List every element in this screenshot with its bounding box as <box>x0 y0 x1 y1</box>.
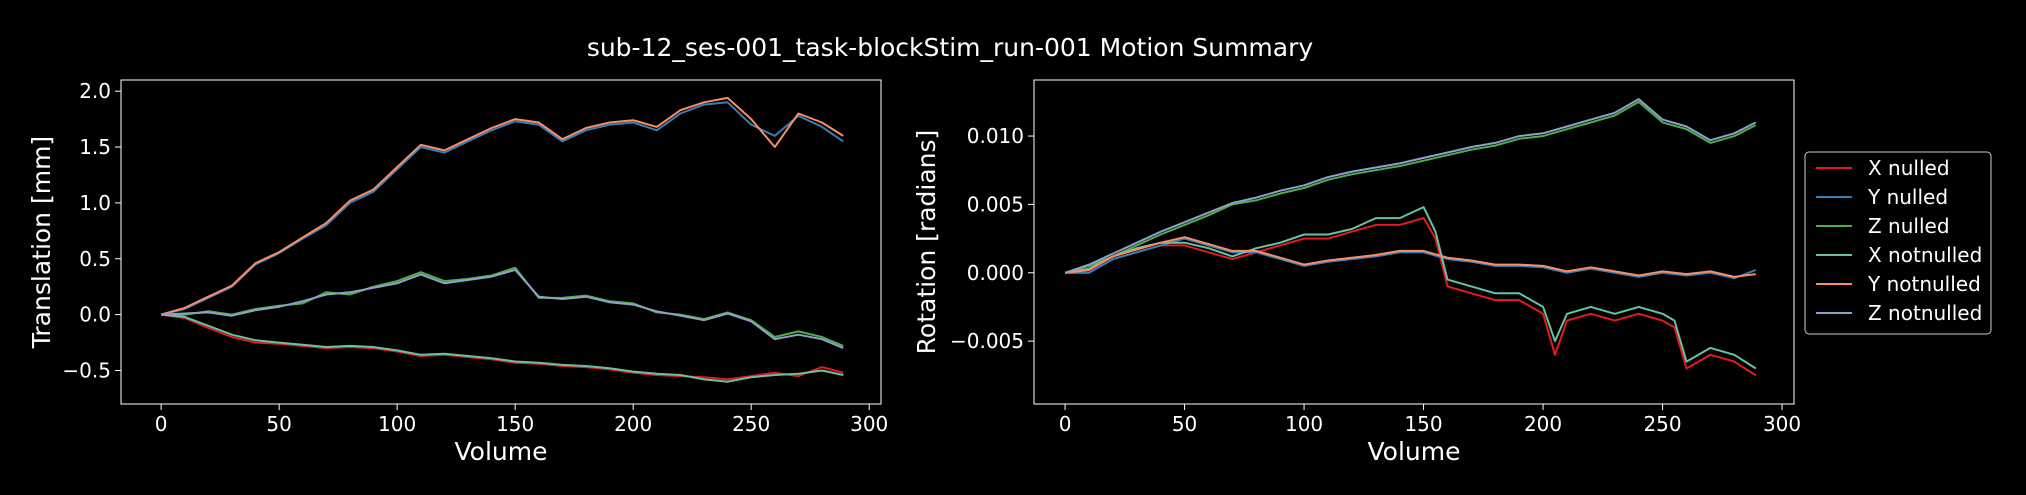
legend-label: Z nulled <box>1868 214 1950 238</box>
legend-label: Y notnulled <box>1867 272 1981 296</box>
translation-panel: 0 50 100 150 200 250 300 −0.5 0.0 0.5 1.0 1.5 2.0 Vo… <box>27 79 888 466</box>
rotation-series-x-notnulled <box>1064 206 1757 370</box>
rotation-y-tick-label: 0.005 <box>967 192 1024 216</box>
translation-x-tick-label: 150 <box>496 412 534 436</box>
legend: X nulled Y nulled Z nulled X notnulled Y not… <box>1804 151 1992 335</box>
legend-label: Y nulled <box>1867 185 1948 209</box>
rotation-series-y-nulled <box>1065 237 1757 280</box>
rotation-y-axis-label: Rotation [radians] <box>912 130 941 355</box>
translation-y-tick-label: 2.0 <box>79 79 111 103</box>
legend-label: Z notnulled <box>1868 301 1982 325</box>
rotation-x-tick-label: 100 <box>1285 412 1323 436</box>
rotation-ticks: 0 50 100 150 200 250 300 −0.005 0.000 0.005 0.010 <box>950 124 1801 436</box>
rotation-x-tick-label: 150 <box>1404 412 1442 436</box>
translation-y-tick-label: 0.0 <box>79 303 111 327</box>
translation-x-tick-label: 0 <box>155 412 168 436</box>
translation-y-tick-label: 1.5 <box>79 135 111 159</box>
translation-y-tick-label: 1.0 <box>79 191 111 215</box>
translation-x-tick-label: 100 <box>378 412 416 436</box>
translation-x-tick-label: 200 <box>614 412 652 436</box>
rotation-y-tick-label: −0.005 <box>950 329 1024 353</box>
rotation-y-tick-label: 0.000 <box>967 261 1024 285</box>
translation-y-tick-label: 0.5 <box>79 247 111 271</box>
rotation-series-lines <box>1064 98 1757 377</box>
translation-y-tick-label: −0.5 <box>62 358 111 382</box>
translation-x-tick-label: 250 <box>732 412 770 436</box>
translation-x-tick-label: 300 <box>850 412 888 436</box>
translation-series-z-notnulled <box>161 268 844 350</box>
rotation-axes-frame <box>1033 79 1795 405</box>
rotation-y-tick-label: 0.010 <box>967 124 1024 148</box>
rotation-panel: 0 50 100 150 200 250 300−0.0050.0000.0050.010 … <box>912 79 1801 466</box>
rotation-series-y-notnulled <box>1064 236 1756 278</box>
translation-axes-frame <box>120 79 882 405</box>
rotation-series-z-notnulled <box>1064 98 1757 274</box>
translation-series-lines <box>160 96 844 383</box>
rotation-series-z-nulled <box>1064 100 1757 274</box>
rotation-x-tick-label: 0 <box>1059 412 1072 436</box>
translation-series-y-notnulled <box>160 96 844 316</box>
translation-x-tick-label: 50 <box>266 412 291 436</box>
translation-series-x-nulled <box>160 313 844 381</box>
translation-series-y-nulled <box>160 101 844 316</box>
legend-label: X nulled <box>1868 156 1950 180</box>
translation-series-z-nulled <box>161 266 844 347</box>
figure-title: sub-12_ses-001_task-blockStim_run-001 Mo… <box>587 33 1314 62</box>
translation-y-axis-label: Translation [mm] <box>27 136 56 349</box>
rotation-x-tick-label: 200 <box>1524 412 1562 436</box>
rotation-x-tick-label: 300 <box>1763 412 1801 436</box>
rotation-x-tick-label: 50 <box>1172 412 1197 436</box>
legend-label: X notnulled <box>1868 243 1982 267</box>
rotation-series-x-nulled <box>1065 217 1757 377</box>
translation-series-x-notnulled <box>161 313 844 383</box>
rotation-x-tick-label: 250 <box>1643 412 1681 436</box>
rotation-x-axis-label: Volume <box>1368 437 1461 466</box>
translation-x-axis-label: Volume <box>455 437 548 466</box>
translation-ticks: 0 50 100 150 200 250 300 −0.5 0.0 0.5 1.0 1.5 2.0 <box>62 79 888 436</box>
